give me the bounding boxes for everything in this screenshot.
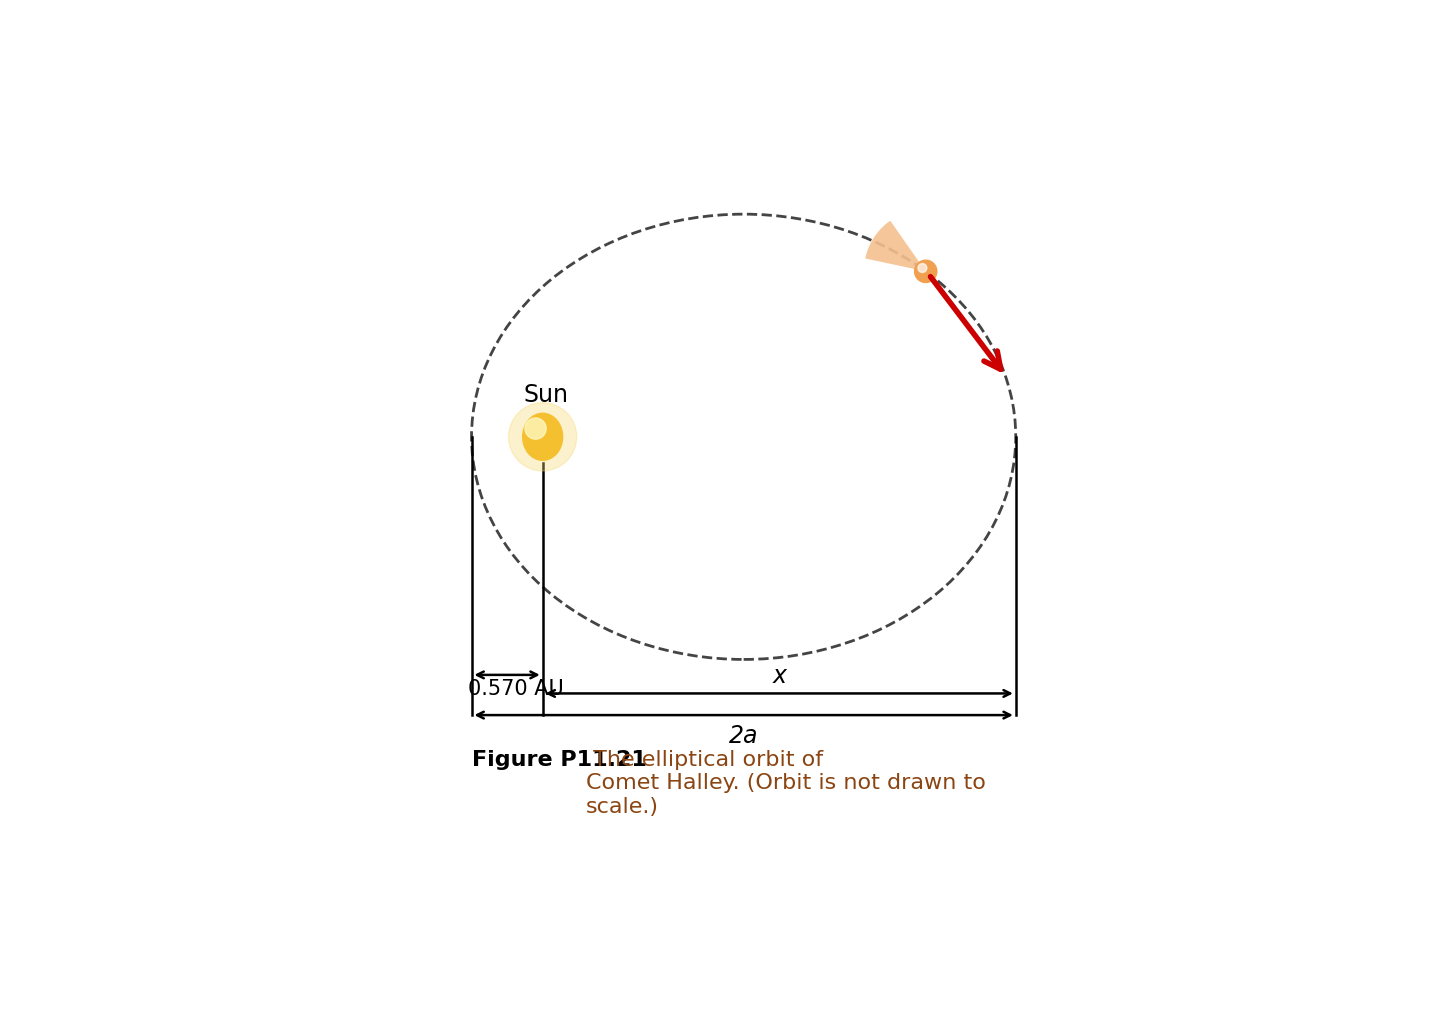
Polygon shape <box>865 221 920 270</box>
Text: 2a: 2a <box>728 722 759 747</box>
Text: The elliptical orbit of
Comet Halley. (Orbit is not drawn to
scale.): The elliptical orbit of Comet Halley. (O… <box>586 749 985 815</box>
Text: Sun: Sun <box>524 383 569 407</box>
Ellipse shape <box>522 414 563 461</box>
Circle shape <box>914 261 937 283</box>
Text: x: x <box>772 663 786 688</box>
Circle shape <box>508 404 576 472</box>
Text: 0.570 AU: 0.570 AU <box>469 679 564 698</box>
Circle shape <box>918 264 927 273</box>
Text: Figure P11.21: Figure P11.21 <box>472 749 646 769</box>
Circle shape <box>525 419 546 440</box>
